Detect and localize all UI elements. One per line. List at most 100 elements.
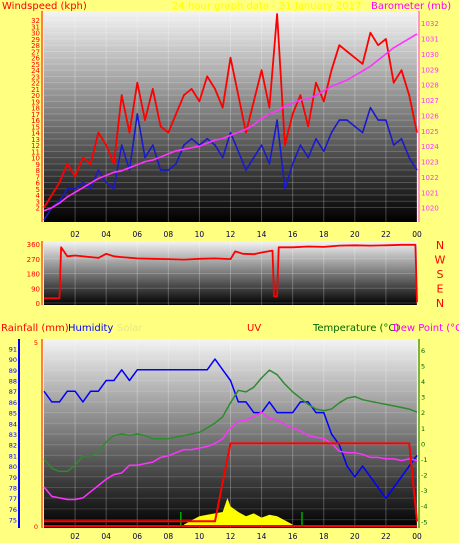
solar-axis-title: Solar [117,323,143,334]
temperature-tick-label: 3 [421,394,425,402]
humidity-tick-label: 77 [9,495,17,503]
temperature-tick-label: 5 [421,362,425,370]
wind-tick-label: 6 [36,180,41,188]
temperature-tick-label: -3 [421,487,427,495]
wind-tick-label: 12 [31,142,40,150]
temperature-tick-label: 2 [421,409,425,417]
wind-x-ticks: 02 04 06 08 10 12 14 16 18 20 22 00 [70,230,422,239]
barometer-tick-label: 1031 [421,36,439,44]
gust-line [43,13,418,208]
temperature-series [43,358,418,527]
windspeed-axis-title: Windspeed (kph) [2,1,87,12]
rain-tick-label: 0 [34,523,38,531]
humidity-tick-label: 76 [9,506,17,514]
x-tick-label: 22 [381,230,391,239]
direction-left-ticks: 0 90 180 270 360 [27,241,43,308]
humidity-tick-label: 88 [9,378,17,386]
wind-tick-label: 27 [31,48,40,56]
humidity-tick-label: 78 [9,484,17,492]
average-line [43,106,418,221]
graph-title: 24 hour graph data - 31 January 2017 [172,1,361,12]
direction-plot-background [44,241,417,305]
wind-tick-label: 7 [36,173,40,181]
wind-tick-label: 4 [36,192,41,200]
barometer-tick-label: 1030 [421,51,439,59]
x-tick-label: 06 [132,532,142,541]
barometer-tick-label: 1024 [421,143,439,151]
compass-label: S [437,268,444,281]
wind-tick-label: 28 [31,42,40,50]
temperature-line [43,369,418,473]
wind-series [43,13,418,221]
humidity-tick-label: 86 [9,399,17,407]
humidity-line [43,358,418,499]
temperature-x-ticks: 02 04 06 08 10 12 14 16 18 20 22 00 [70,532,422,541]
wind-tick-label: 29 [31,36,40,44]
wind-tick-label: 16 [31,117,40,125]
humidity-tick-label: 82 [9,442,17,450]
humidity-tick-label: 81 [9,452,17,460]
x-tick-label: 18 [319,230,329,239]
direction-series [44,243,418,303]
direction-tick-label: 0 [36,300,40,308]
temperature-tick-label: -2 [421,472,427,480]
humidity-left-ticks: 75 76 77 78 79 80 81 82 83 84 85 86 87 88 89 90 91 0 5 [9,339,43,531]
wind-tick-label: 31 [31,23,40,31]
wind-tick-label: 15 [31,123,40,131]
humidity-tick-label: 85 [9,410,17,418]
wind-tick-label: 30 [31,30,40,38]
humidity-tick-label: 83 [9,431,17,439]
x-tick-label: 02 [70,230,80,239]
temperature-plot-background [44,339,417,528]
humidity-tick-label: 84 [9,420,17,428]
direction-tick-label: 180 [27,271,40,279]
wind-tick-label: 3 [36,198,40,206]
wind-tick-label: 19 [31,98,40,106]
temperature-tick-label: 0 [421,440,425,448]
x-tick-label: 14 [257,532,267,541]
barometer-tick-label: 1029 [421,66,439,74]
barometer-tick-label: 1022 [421,174,439,182]
wind-tick-label: 10 [31,155,40,163]
direction-tick-label: 360 [27,241,40,249]
wind-plot-background [44,11,417,222]
direction-tick-label: 90 [31,285,40,293]
wind-grid [44,11,418,222]
temperature-tick-label: -1 [421,456,427,464]
x-tick-label: 12 [226,230,236,239]
barometer-right-ticks: 1020 1021 1022 1023 1024 1025 1026 1027 1028 1029… [418,11,439,222]
compass-label: N [436,239,444,252]
humidity-tick-label: 79 [9,474,17,482]
temperature-right-ticks: -5 -4 -3 -2 -1 0 1 2 3 4 5 6 [418,339,427,528]
dewpoint-line [43,411,418,501]
wind-tick-label: 5 [36,186,40,194]
humidity-tick-label: 87 [9,388,17,396]
rain-tick-label: 5 [34,339,38,347]
temperature-tick-label: 4 [421,378,425,386]
x-tick-label: 20 [350,230,360,239]
x-tick-label: 10 [195,532,205,541]
direction-line [44,243,418,303]
temperature-tick-label: 6 [421,347,425,355]
x-tick-label: 18 [319,532,329,541]
direction-tick-label: 270 [27,256,40,264]
temperature-tick-label: 1 [421,425,425,433]
temperature-axis-title: Temperature (°C) [312,323,399,334]
wind-tick-label: 21 [31,86,40,94]
wind-tick-label: 24 [31,67,40,75]
dewpoint-axis-title: Dew Point (°C) [393,323,459,334]
x-tick-label: 04 [101,230,111,239]
barometer-tick-label: 1026 [421,112,439,120]
solar-area [183,498,293,526]
humidity-tick-label: 75 [9,517,17,525]
barometer-axis-title: Barometer (mb) [371,1,451,12]
wind-tick-label: 17 [31,111,40,119]
temperature-tick-label: -5 [421,518,427,526]
wind-tick-label: 14 [31,130,40,138]
wind-tick-label: 9 [36,161,40,169]
wind-barometer-panel: 2345678910111213141516171819202122232425… [2,1,451,239]
x-tick-label: 16 [288,532,298,541]
wind-tick-label: 11 [31,148,40,156]
